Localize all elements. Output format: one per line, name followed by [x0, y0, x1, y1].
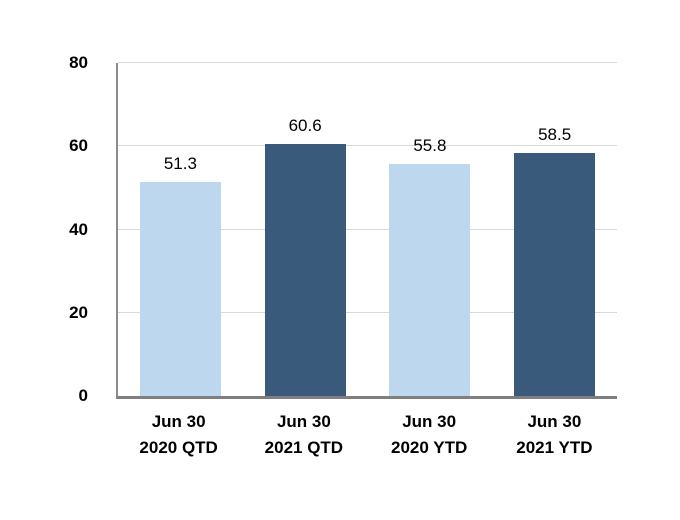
y-axis-tick-label: 40 [69, 219, 88, 239]
gridline [118, 228, 617, 230]
gridline [118, 145, 617, 147]
plot-area: 51.3 60.6 55.8 58.5 [116, 62, 617, 399]
bar-value-label: 51.3 [163, 154, 197, 174]
bar [139, 182, 221, 396]
y-axis-tick-label: 60 [69, 136, 88, 156]
bars: 51.3 60.6 55.8 58.5 [118, 63, 617, 396]
y-axis: 0 20 40 60 80 [30, 53, 88, 405]
bar-slot: 60.6 [243, 63, 368, 396]
y-axis-tick-label: 0 [78, 386, 88, 405]
gridline [118, 62, 617, 63]
bar [389, 163, 471, 396]
bar-slot: 58.5 [492, 63, 617, 396]
bar [264, 143, 346, 396]
y-axis-tick-label: 20 [69, 302, 88, 322]
x-axis: Jun 30 2020 QTD Jun 30 2021 QTD Jun 30 202… [116, 409, 617, 461]
x-axis-category-label: Jun 30 2021 YTD [516, 412, 593, 457]
gridline [118, 311, 617, 313]
x-axis-category-label: Jun 30 2020 YTD [391, 412, 468, 457]
x-axis-category-label: Jun 30 2021 QTD [264, 412, 344, 457]
bar-value-label: 60.6 [288, 115, 322, 135]
bar-value-label: 55.8 [413, 135, 447, 155]
bar-slot: 55.8 [368, 63, 493, 396]
gridlines [118, 62, 617, 396]
bar-slot: 51.3 [118, 63, 243, 396]
x-axis-category-label: Jun 30 2020 QTD [139, 412, 218, 457]
bar-value-label: 58.5 [538, 124, 572, 144]
bar [514, 152, 596, 396]
y-axis-tick-label: 80 [69, 53, 88, 72]
